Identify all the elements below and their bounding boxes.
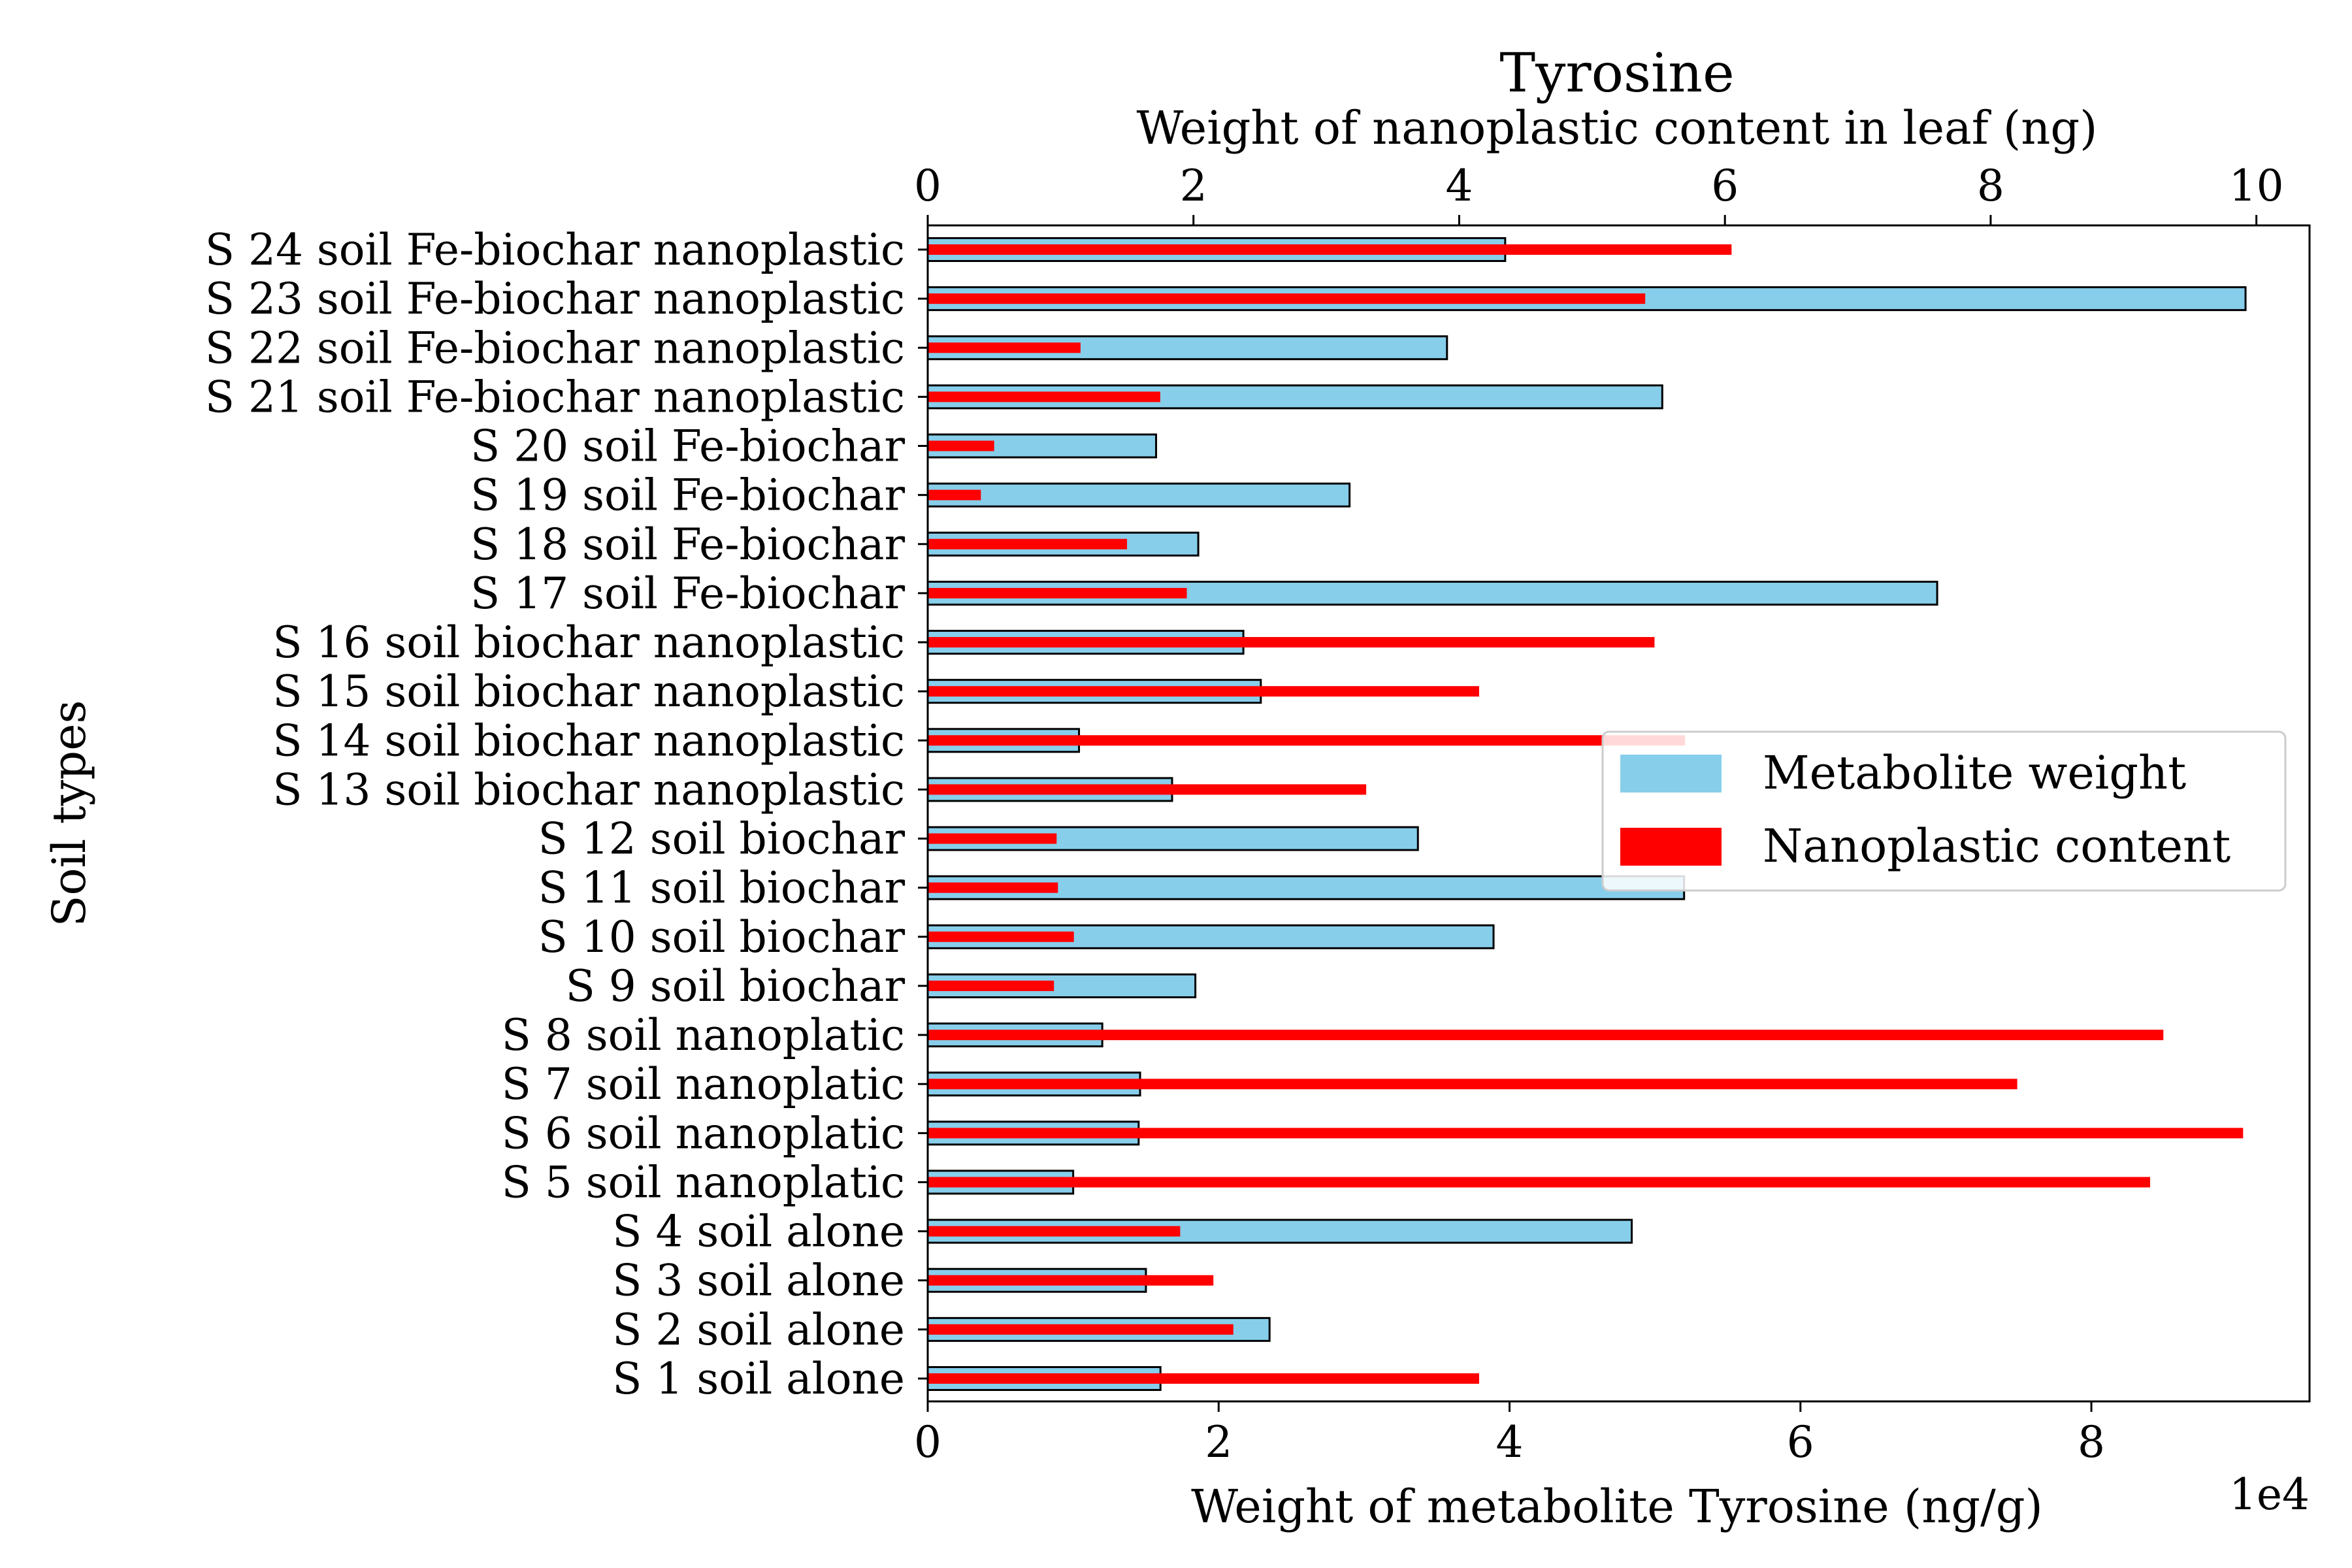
- nanoplastic-bar: [928, 1275, 1214, 1286]
- nanoplastic-bar: [928, 1324, 1233, 1335]
- legend-label-nanoplastic: Nanoplastic content: [1763, 819, 2230, 873]
- y-axis-label: Soil types: [42, 700, 96, 927]
- legend-swatch-nanoplastic: [1620, 828, 1722, 866]
- nanoplastic-bar: [928, 784, 1367, 795]
- top-axis-ticks: 0 2 4 6 8 10: [914, 161, 2284, 225]
- nanoplastic-bar: [928, 1226, 1181, 1237]
- nanoplastic-bar: [928, 1128, 2244, 1139]
- chart-title: Tyrosine: [1499, 42, 1734, 105]
- category-label: S 15 soil biochar nanoplastic: [272, 666, 905, 717]
- legend-swatch-metabolite: [1620, 755, 1722, 792]
- category-label: S 24 soil Fe-biochar nanoplastic: [205, 225, 905, 275]
- category-label: S 2 soil alone: [612, 1305, 905, 1355]
- top-tick-label: 2: [1180, 161, 1207, 211]
- category-label: S 18 soil Fe-biochar: [470, 519, 905, 570]
- category-label: S 8 soil nanoplatic: [502, 1010, 905, 1060]
- bottom-tick-label: 4: [1496, 1417, 1524, 1467]
- category-label: S 21 soil Fe-biochar nanoplastic: [205, 372, 905, 422]
- nanoplastic-bar: [928, 391, 1160, 402]
- top-tick-label: 4: [1445, 161, 1473, 211]
- top-tick-label: 8: [1977, 161, 2004, 211]
- nanoplastic-bar: [928, 293, 1646, 304]
- legend-label-metabolite: Metabolite weight: [1763, 746, 2186, 800]
- category-label: S 4 soil alone: [612, 1207, 905, 1257]
- nanoplastic-bar: [928, 489, 981, 500]
- bottom-tick-label: 6: [1787, 1417, 1814, 1467]
- nanoplastic-bar: [928, 637, 1655, 648]
- category-label: S 6 soil nanoplatic: [502, 1108, 905, 1158]
- bottom-axis-label: Weight of metabolite Tyrosine (ng/g): [1191, 1480, 2043, 1533]
- category-label: S 9 soil biochar: [566, 961, 906, 1011]
- plot-frame: [926, 224, 2311, 1403]
- nanoplastic-bars: [928, 244, 2244, 1384]
- top-axis-label: Weight of nanoplastic content in leaf (n…: [1137, 101, 2098, 155]
- metabolite-bar: [926, 482, 1351, 508]
- legend: Metabolite weight Nanoplastic content: [1601, 730, 2287, 892]
- category-label: S 11 soil biochar: [538, 863, 906, 913]
- nanoplastic-bar: [928, 1079, 2017, 1090]
- category-label: S 22 soil Fe-biochar nanoplastic: [205, 323, 905, 373]
- legend-box: [1601, 730, 2287, 892]
- nanoplastic-bar: [928, 342, 1081, 353]
- top-tick-label: 0: [914, 161, 941, 211]
- category-label: S 12 soil biochar: [538, 814, 906, 864]
- nanoplastic-bar: [928, 931, 1074, 942]
- nanoplastic-bar: [928, 538, 1128, 549]
- category-label: S 5 soil nanoplatic: [502, 1157, 905, 1207]
- category-label: S 17 soil Fe-biochar: [470, 568, 905, 619]
- category-label: S 1 soil alone: [612, 1354, 905, 1404]
- nanoplastic-bar: [928, 980, 1054, 991]
- nanoplastic-bar: [928, 587, 1187, 598]
- category-label: S 14 soil biochar nanoplastic: [272, 715, 905, 766]
- category-label: S 13 soil biochar nanoplastic: [272, 764, 905, 815]
- category-label: S 19 soil Fe-biochar: [470, 470, 905, 521]
- category-label: S 3 soil alone: [612, 1256, 905, 1306]
- bottom-axis-offset-label: 1e4: [2229, 1469, 2310, 1520]
- bottom-axis-ticks: 0 2 4 6 8: [914, 1401, 2105, 1467]
- top-tick-label: 6: [1711, 161, 1739, 211]
- nanoplastic-bar: [928, 882, 1058, 893]
- nanoplastic-bar: [928, 686, 1479, 697]
- nanoplastic-bar: [928, 1030, 2164, 1041]
- bottom-tick-label: 8: [2078, 1417, 2105, 1467]
- category-label: S 7 soil nanoplatic: [502, 1059, 905, 1109]
- nanoplastic-bar: [928, 735, 1686, 746]
- nanoplastic-bar: [928, 1373, 1479, 1384]
- nanoplastic-bar: [928, 244, 1732, 255]
- category-label: S 23 soil Fe-biochar nanoplastic: [205, 274, 905, 324]
- nanoplastic-bar: [928, 1177, 2150, 1188]
- category-label: S 16 soil biochar nanoplastic: [272, 617, 905, 668]
- category-label: S 10 soil biochar: [538, 912, 906, 962]
- bottom-tick-label: 2: [1205, 1417, 1232, 1467]
- nanoplastic-bar: [928, 833, 1057, 844]
- bottom-tick-label: 0: [914, 1417, 941, 1467]
- nanoplastic-bar: [928, 440, 994, 451]
- category-label: S 20 soil Fe-biochar: [470, 421, 905, 472]
- top-tick-label: 10: [2229, 161, 2284, 211]
